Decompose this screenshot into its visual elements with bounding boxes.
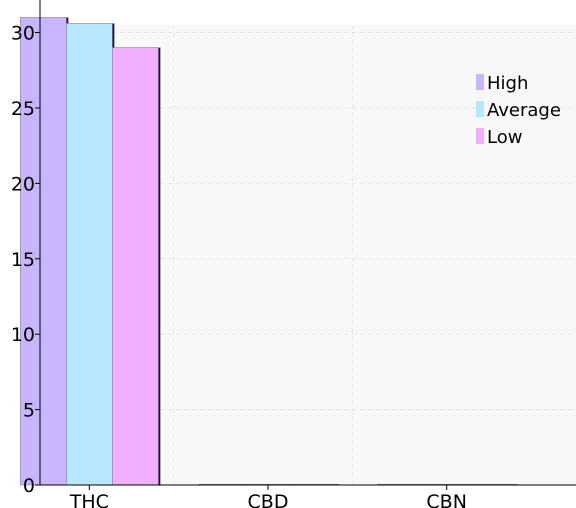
bar-average-thc [66,23,113,486]
bar-low-thc [112,47,159,486]
y-tick-label: 15 [11,249,35,271]
legend-swatch [476,74,484,90]
y-axis: 0 5 10 15 20 25 30 [11,0,41,497]
y-tick-label: 10 [11,324,35,346]
legend-label: High [487,73,528,94]
x-tick-label: CBD [248,491,289,508]
y-tick-label: 20 [11,173,35,195]
x-tick-label: THC [69,491,109,508]
legend-label: Low [487,127,522,148]
x-axis: THC CBD CBN [40,484,576,508]
legend-swatch [476,101,484,117]
y-tick-label: 0 [23,475,35,497]
y-tick-label: 5 [23,400,35,422]
legend-swatch [476,128,484,144]
legend: High Average Low [476,73,561,148]
bars [20,17,518,486]
legend-label: Average [487,100,561,121]
y-tick-label: 25 [11,98,35,120]
bar-high-thc [20,17,67,486]
x-tick-label: CBN [426,491,467,508]
y-tick-label: 30 [11,23,35,45]
